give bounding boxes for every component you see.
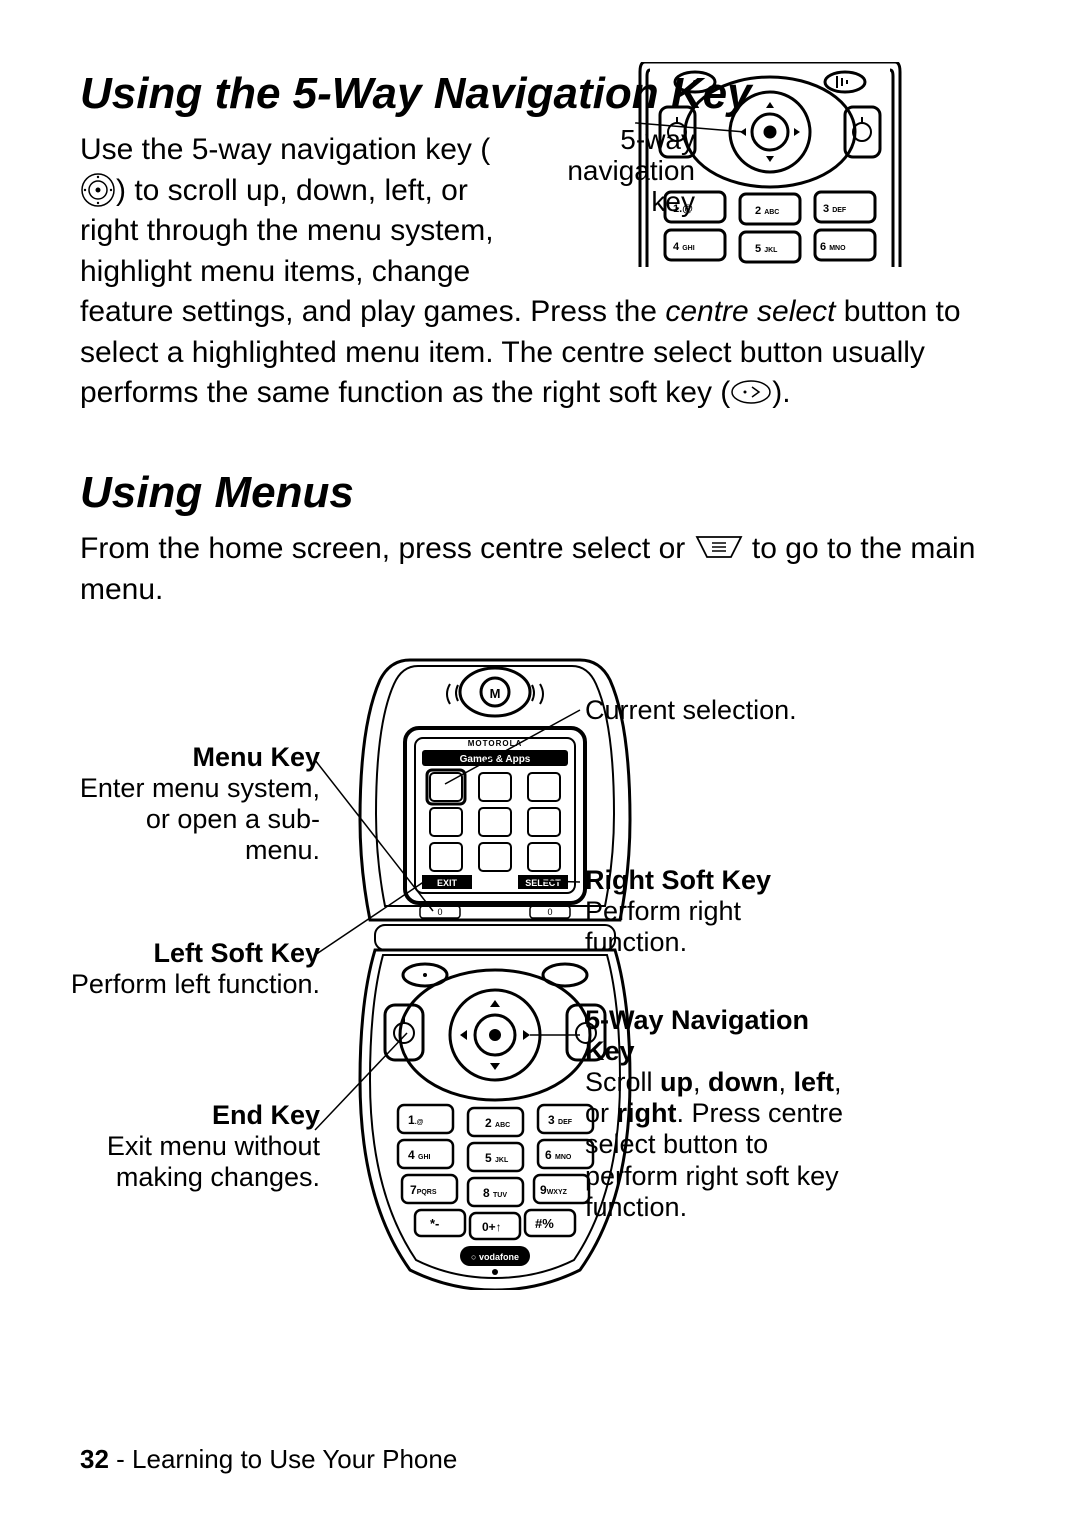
key-1: 1.@	[673, 203, 693, 215]
key-2: 2 ABC	[755, 205, 779, 217]
callout-end-key: End Key Exit menu without making changes…	[95, 1100, 320, 1193]
key-6: 6 MNO	[820, 241, 846, 253]
callout-5way-nav: 5-Way Navigation Key Scroll up, down, le…	[585, 1005, 855, 1222]
key-5: 5 JKL	[755, 243, 778, 255]
callout-right-soft-key: Right Soft Key Perform right function.	[585, 865, 845, 958]
key-4: 4 GHI	[673, 241, 695, 253]
section-5way-nav: Using the 5-Way Navigation Key 5-way nav…	[80, 70, 1000, 414]
callout-menu-key: Menu Key Enter menu system, or open a su…	[75, 742, 320, 866]
heading-menus: Using Menus	[80, 469, 1000, 517]
section-using-menus: Using Menus From the home screen, press …	[80, 469, 1000, 1330]
callout-current-selection: Current selection.	[585, 695, 845, 726]
key-3: 3 DEF	[823, 203, 847, 215]
section2-body: From the home screen, press centre selec…	[80, 529, 1000, 610]
keypad-illustration: 1.@ 2 ABC 3 DEF 4 GHI 5 JKL 6 MNO	[635, 62, 905, 267]
phone-diagram: M Games & Apps MOTOROLA	[80, 650, 1000, 1330]
menu-key-icon	[694, 534, 744, 562]
nav-key-icon	[80, 172, 116, 208]
soft-key-icon	[730, 379, 772, 405]
page-footer: 32 - Learning to Use Your Phone	[80, 1444, 457, 1475]
callout-left-soft-key: Left Soft Key Perform left function.	[55, 938, 320, 1000]
